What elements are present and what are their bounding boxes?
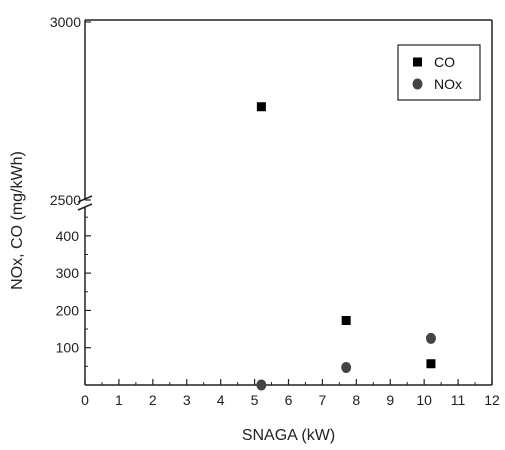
y-axis-label: NOx, CO (mg/kWh) bbox=[9, 151, 26, 290]
x-tick-label: 11 bbox=[451, 392, 466, 408]
nox-point bbox=[256, 379, 267, 391]
x-tick-label: 12 bbox=[484, 392, 500, 408]
x-ticks: 0 1 2 3 4 5 6 7 8 9 10 11 12 bbox=[81, 379, 500, 408]
x-tick-label: 2 bbox=[149, 392, 157, 408]
x-tick-label: 3 bbox=[183, 392, 191, 408]
x-tick-label: 6 bbox=[285, 392, 293, 408]
y-tick-label: 3000 bbox=[50, 14, 81, 30]
x-tick-label: 0 bbox=[81, 392, 89, 408]
legend-label: CO bbox=[434, 54, 455, 70]
co-point bbox=[426, 359, 436, 369]
co-point bbox=[341, 315, 351, 325]
nox-point bbox=[425, 332, 436, 344]
legend-label: NOx bbox=[434, 76, 462, 92]
y-tick-label: 300 bbox=[56, 265, 80, 281]
x-tick-label: 10 bbox=[416, 392, 432, 408]
axis-break-mark bbox=[77, 195, 93, 203]
x-tick-label: 7 bbox=[319, 392, 327, 408]
legend-nox-marker bbox=[412, 78, 423, 90]
x-tick-label: 9 bbox=[386, 392, 394, 408]
data-points bbox=[256, 102, 436, 391]
y-tick-label: 2500 bbox=[50, 192, 81, 208]
x-axis-label: SNAGA (kW) bbox=[242, 427, 335, 444]
y-tick-label: 200 bbox=[56, 302, 80, 318]
legend-co-marker bbox=[413, 57, 422, 67]
co-point bbox=[256, 102, 266, 112]
x-tick-label: 8 bbox=[352, 392, 360, 408]
x-tick-label: 4 bbox=[217, 392, 225, 408]
nox-point bbox=[341, 361, 352, 373]
y-ticks: 100 200 300 400 2500 3000 bbox=[50, 14, 91, 367]
y-tick-label: 100 bbox=[56, 340, 80, 356]
x-tick-label: 5 bbox=[251, 392, 259, 408]
legend: CO NOx bbox=[397, 44, 481, 101]
x-tick-label: 1 bbox=[115, 392, 123, 408]
axis-break-mark bbox=[77, 203, 93, 211]
legend-box bbox=[397, 44, 481, 101]
y-tick-label: 400 bbox=[56, 228, 80, 244]
